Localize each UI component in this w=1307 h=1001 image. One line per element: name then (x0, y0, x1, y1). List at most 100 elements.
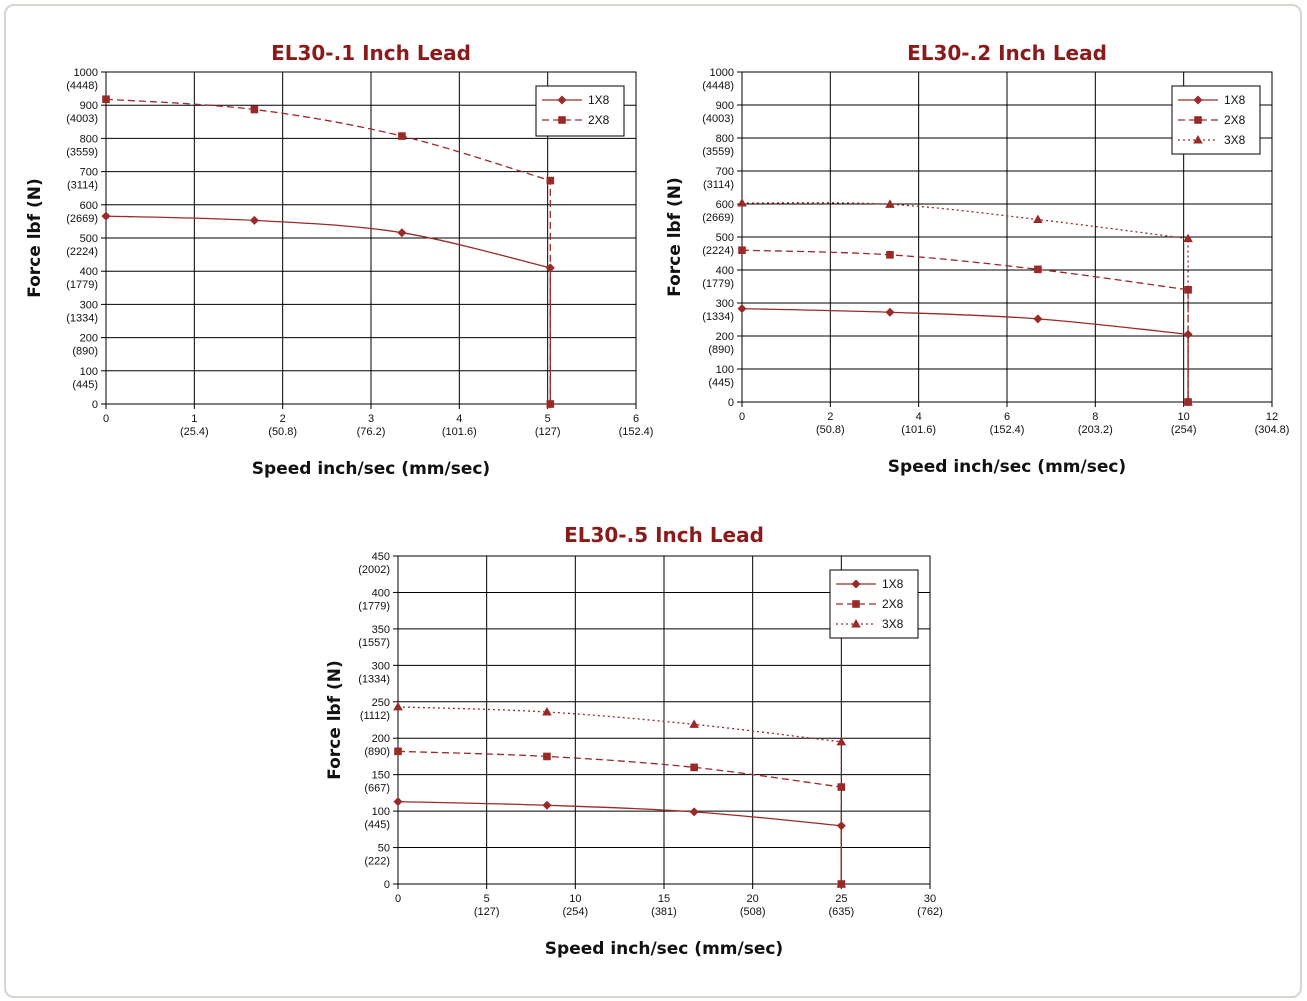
y-tick-label: 700 (80, 167, 98, 179)
legend-label: 2X8 (1224, 113, 1246, 127)
data-point (852, 600, 860, 608)
series-line (741, 307, 1189, 402)
data-point (1184, 286, 1192, 294)
x-tick-label: 20 (747, 893, 759, 905)
y-axis-label: Force lbf (N) (325, 660, 345, 780)
data-point (557, 95, 567, 105)
series-1x8 (101, 211, 555, 409)
y-tick-sublabel: (445) (72, 379, 98, 391)
x-tick-sublabel: (50.8) (268, 426, 297, 438)
y-tick-label: 150 (372, 770, 390, 782)
series-3x8 (737, 198, 1193, 406)
y-tick-label: 100 (716, 364, 734, 376)
y-tick-sublabel: (3559) (702, 146, 734, 158)
x-tick-label: 25 (835, 893, 847, 905)
data-point (543, 752, 551, 761)
legend-label: 2X8 (882, 597, 904, 611)
y-tick-label: 200 (80, 333, 98, 345)
legend-item-2x8: 2X8 (1178, 113, 1246, 127)
y-tick-label: 600 (80, 200, 98, 212)
y-tick-label: 400 (372, 587, 390, 599)
y-tick-label: 500 (80, 233, 98, 245)
legend-item-2x8: 2X8 (836, 597, 904, 611)
y-tick-label: 1000 (710, 67, 734, 79)
chart-el30-02-inch-lead: EL30-.2 Inch Lead 0 2(50.8) 4(101.6) 6(152.4… (665, 41, 1290, 477)
y-tick-sublabel: (1112) (360, 710, 390, 722)
legend-label: 3X8 (882, 617, 904, 631)
x-tick-sublabel: (25.4) (180, 426, 209, 438)
y-tick-label: 50 (378, 843, 390, 855)
x-tick-sublabel: (254) (1171, 424, 1197, 436)
x-tick-sublabel: (304.8) (1255, 424, 1290, 436)
legend-item-3x8: 3X8 (836, 617, 904, 631)
y-tick-label: 400 (716, 265, 734, 277)
y-axis-label: Force lbf (N) (25, 178, 45, 298)
y-tick-sublabel: (1334) (66, 312, 98, 324)
data-point (398, 132, 406, 140)
legend-item-1x8: 1X8 (836, 577, 904, 591)
y-tick-sublabel: (890) (364, 746, 390, 758)
y-tick-sublabel: (2669) (702, 212, 734, 224)
data-point (102, 95, 110, 104)
x-tick-sublabel: (381) (651, 906, 677, 918)
x-tick-label: 10 (1178, 411, 1190, 423)
series-line (397, 706, 842, 884)
x-tick-label: 30 (924, 893, 936, 905)
x-tick-sublabel: (127) (535, 426, 561, 438)
chart-el30-01-inch-lead: EL30-.1 Inch Lead 0 1(25.4) 2(50.8) 3(76.2) 4… (25, 41, 653, 479)
x-tick-label: 8 (1092, 411, 1098, 423)
legend: 1X8 2X8 3X8 (829, 569, 919, 639)
x-tick-label: 0 (395, 893, 401, 905)
y-tick-sublabel: (4448) (66, 80, 98, 92)
legend-label: 1X8 (882, 577, 904, 591)
y-tick-label: 100 (80, 366, 98, 378)
x-tick-label: 0 (103, 413, 109, 425)
legend-label: 1X8 (1224, 93, 1246, 107)
data-point (546, 400, 555, 408)
data-point (1183, 329, 1193, 339)
data-point (737, 304, 747, 314)
x-tick-label: 5 (484, 893, 490, 905)
series-line (741, 249, 1189, 402)
series-line (105, 98, 551, 404)
y-tick-sublabel: (2224) (66, 246, 98, 258)
x-tick-label: 4 (456, 413, 462, 425)
series-line (741, 202, 1189, 402)
chart-title: EL30-.2 Inch Lead (907, 41, 1107, 65)
data-point (1193, 135, 1203, 144)
x-tick-label: 6 (1004, 411, 1010, 423)
data-point (1183, 233, 1193, 243)
y-tick-label: 100 (372, 806, 390, 818)
y-tick-sublabel: (222) (364, 856, 390, 868)
data-point (1033, 314, 1043, 324)
y-tick-label: 700 (716, 166, 734, 178)
y-tick-sublabel: (1779) (358, 600, 390, 612)
y-tick-label: 200 (372, 733, 390, 745)
data-point (1194, 116, 1202, 124)
data-point (1033, 214, 1043, 224)
data-point (885, 199, 895, 208)
legend-item-3x8: 3X8 (1178, 133, 1246, 147)
x-tick-sublabel: (50.8) (816, 424, 845, 436)
data-point (836, 821, 846, 831)
data-point (393, 797, 403, 807)
data-point (397, 228, 407, 238)
y-tick-label: 0 (728, 397, 734, 409)
legend-box (535, 85, 625, 137)
y-tick-sublabel: (445) (364, 819, 390, 831)
data-point (689, 719, 699, 728)
y-tick-label: 500 (716, 232, 734, 244)
y-tick-sublabel: (2002) (358, 564, 390, 576)
data-point (101, 211, 111, 221)
data-point (250, 105, 259, 114)
legend-item-1x8: 1X8 (542, 93, 610, 107)
x-tick-sublabel: (762) (917, 906, 943, 918)
x-tick-label: 6 (633, 413, 639, 425)
data-point (1193, 95, 1203, 105)
series-2x8 (102, 95, 555, 408)
x-tick-sublabel: (101.6) (901, 424, 936, 436)
data-point (885, 307, 895, 317)
x-axis-label: Speed inch/sec (mm/sec) (888, 457, 1126, 477)
series-line (397, 750, 842, 884)
y-axis-label: Force lbf (N) (665, 177, 685, 297)
